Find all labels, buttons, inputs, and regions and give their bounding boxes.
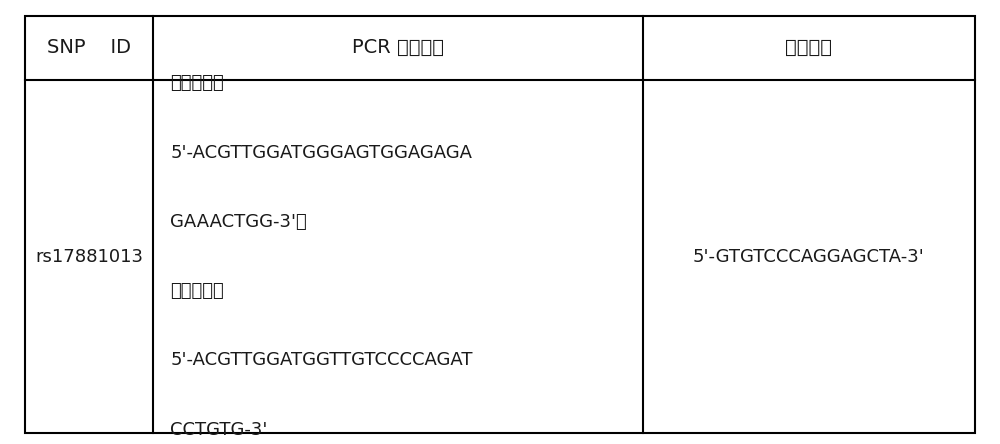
Text: 5'-ACGTTGGATGGTTGTCCCCAGAT: 5'-ACGTTGGATGGTTGTCCCCAGAT: [170, 352, 473, 369]
Text: 5'-GTGTCCCAGGAGCTA-3': 5'-GTGTCCCAGGAGCTA-3': [693, 248, 925, 266]
Text: 延伸引物: 延伸引物: [785, 38, 832, 57]
Text: rs17881013: rs17881013: [35, 248, 143, 266]
Text: PCR 扩增引物: PCR 扩增引物: [352, 38, 444, 57]
Text: GAAACTGG-3'；: GAAACTGG-3'；: [170, 213, 307, 231]
Text: CCTGTG-3': CCTGTG-3': [170, 421, 268, 439]
Text: 5'-ACGTTGGATGGGAGTGGAGAGA: 5'-ACGTTGGATGGGAGTGGAGAGA: [170, 144, 472, 162]
Text: SNP    ID: SNP ID: [47, 38, 131, 57]
Text: 正向引物：: 正向引物：: [170, 74, 224, 92]
Text: 反向引物：: 反向引物：: [170, 282, 224, 300]
